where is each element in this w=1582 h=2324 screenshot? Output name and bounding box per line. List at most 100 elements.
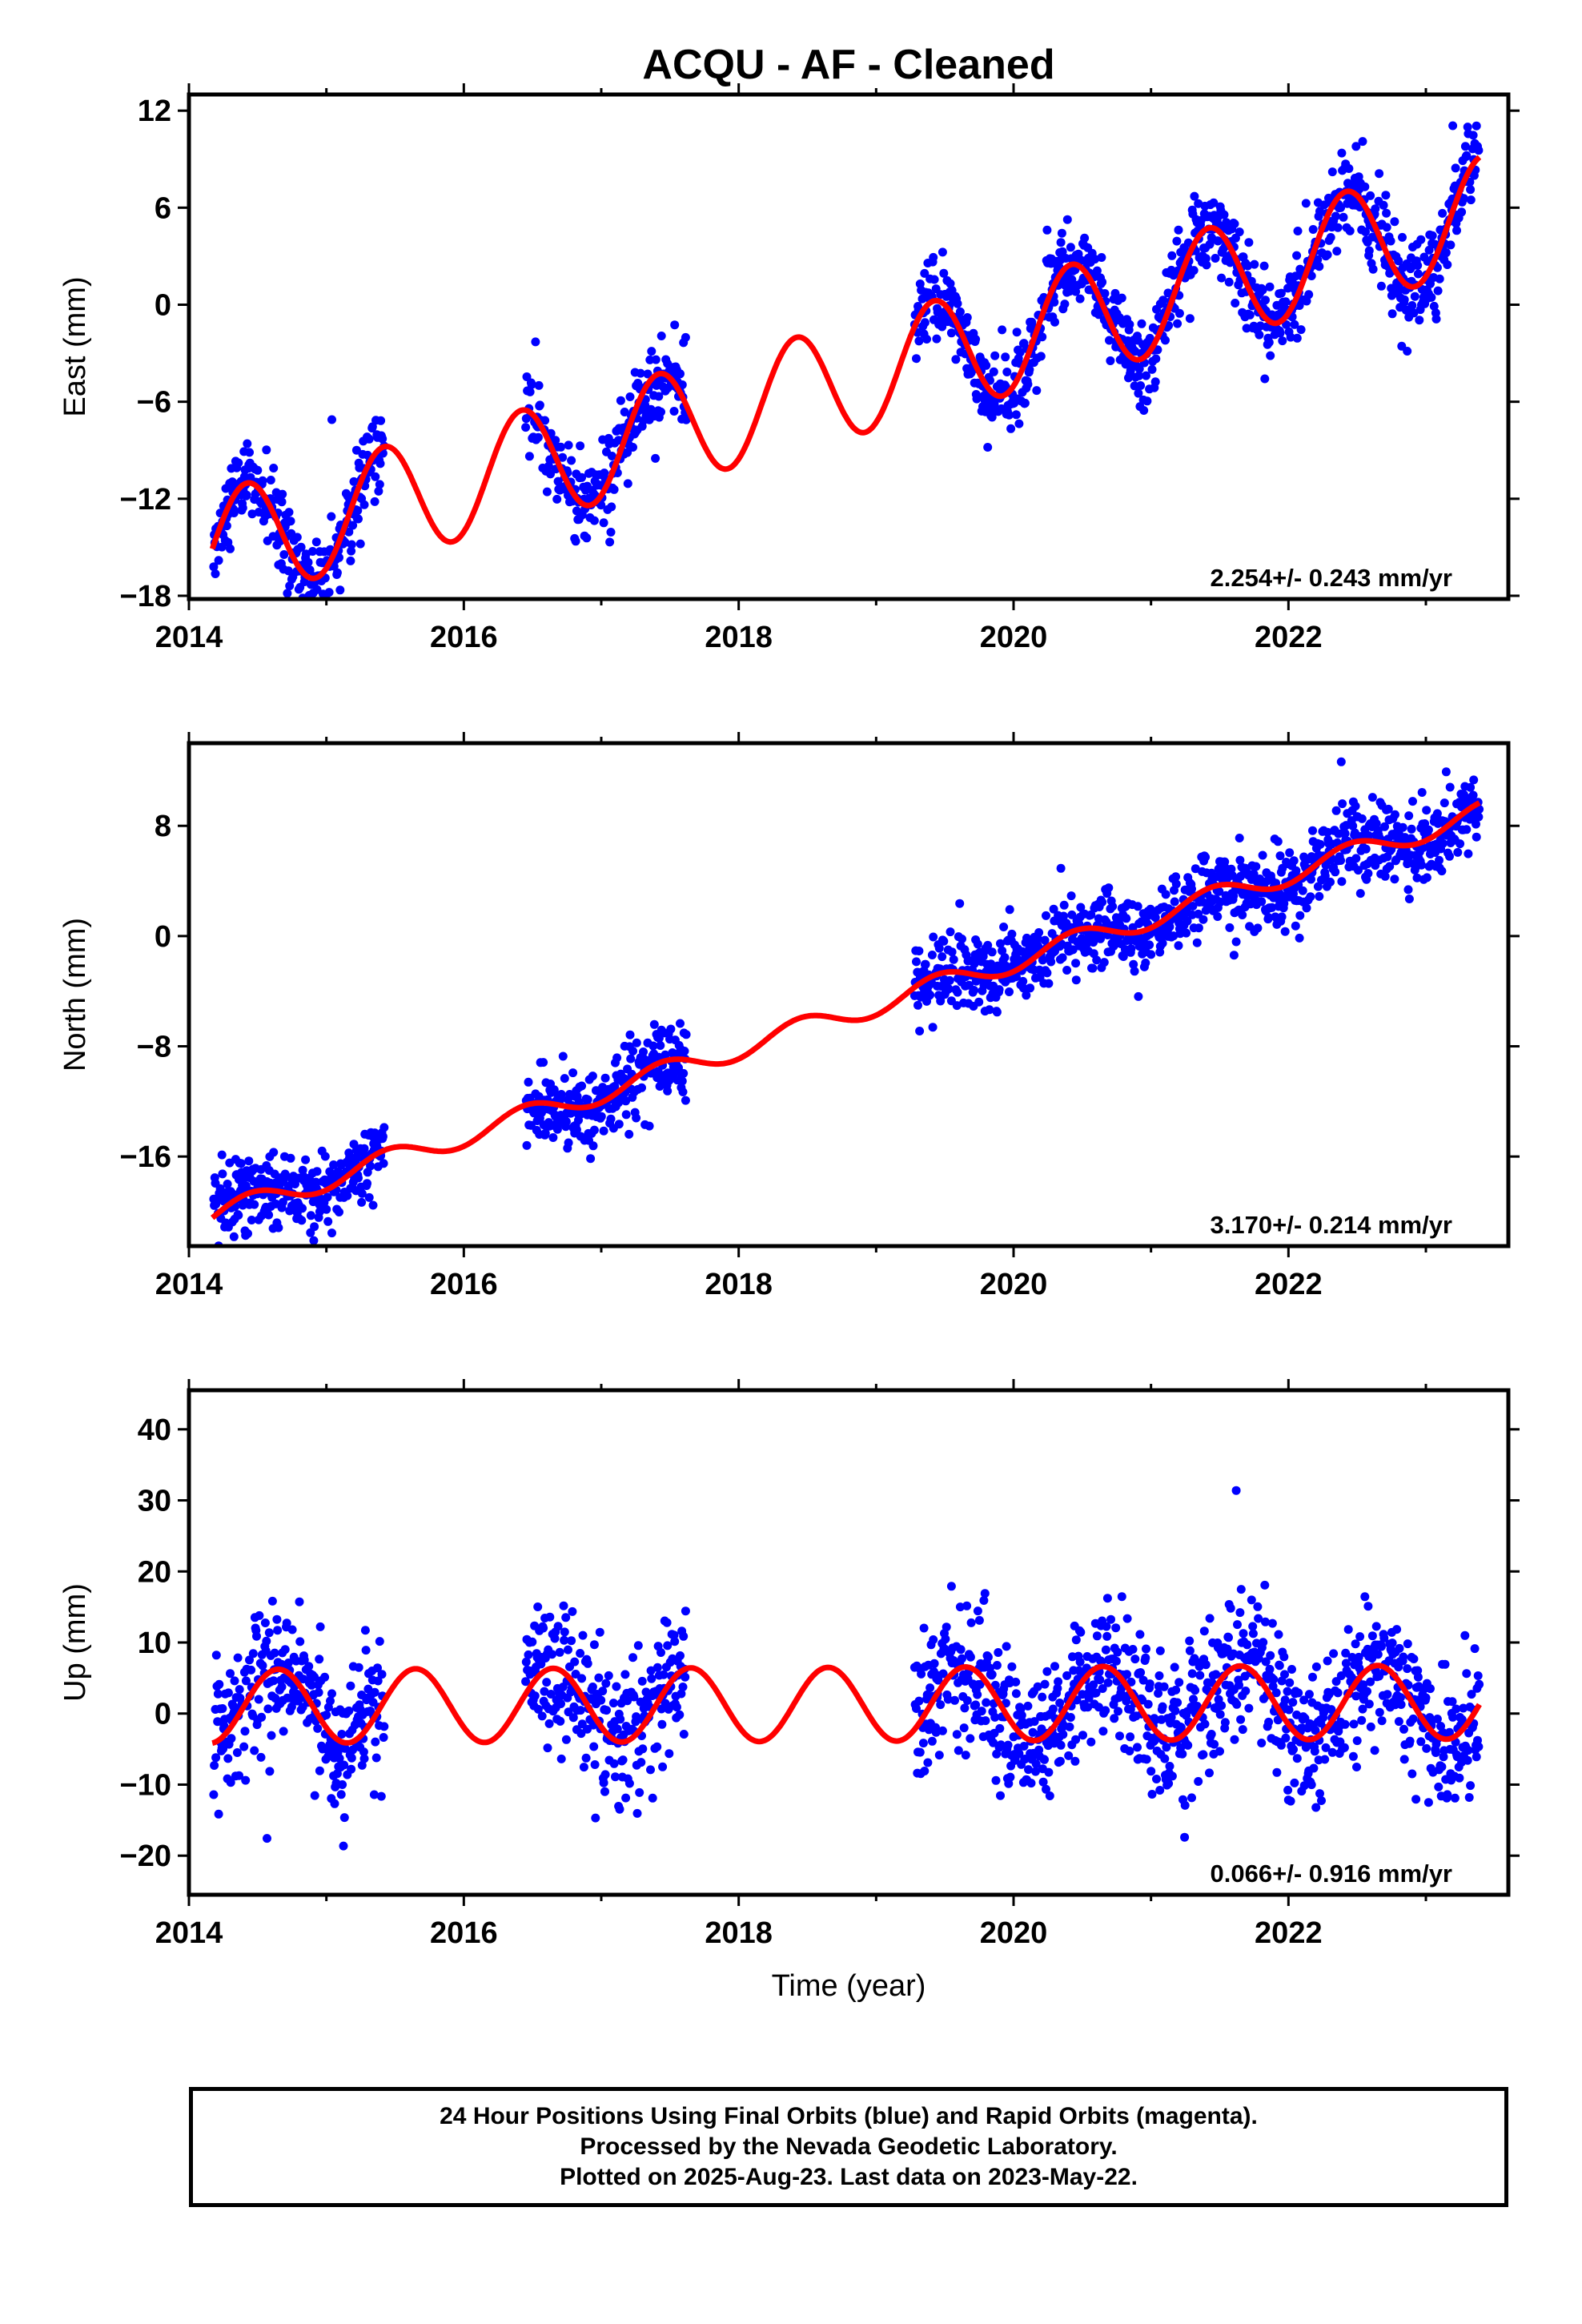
data-point [1129, 959, 1138, 969]
data-point [1057, 228, 1066, 238]
data-point [1293, 227, 1303, 235]
data-point [1135, 1630, 1145, 1639]
data-point [919, 1623, 929, 1633]
data-point [543, 1743, 552, 1753]
data-point [614, 1098, 624, 1108]
data-point [648, 1793, 657, 1803]
data-point [632, 1808, 642, 1818]
data-point [359, 1754, 369, 1763]
data-point [912, 957, 921, 967]
data-point [1291, 271, 1300, 281]
data-point [323, 1192, 332, 1202]
data-point [1230, 1735, 1239, 1744]
data-point [524, 1650, 533, 1659]
data-point [1032, 386, 1042, 396]
data-point [1049, 904, 1058, 914]
data-point [1357, 1715, 1367, 1725]
data-point [679, 1631, 689, 1641]
data-point [960, 1703, 970, 1713]
data-point [1472, 819, 1480, 829]
data-point [315, 1655, 324, 1664]
data-point [1360, 182, 1370, 191]
data-point [1375, 169, 1384, 179]
data-point [309, 1236, 319, 1245]
data-point [1188, 902, 1198, 911]
x-tick-label: 2016 [430, 1268, 498, 1301]
data-points [209, 757, 1484, 1246]
data-point [1445, 851, 1454, 861]
data-point [989, 1738, 998, 1747]
data-point [980, 1589, 990, 1598]
data-point [1158, 1702, 1167, 1711]
data-point [1092, 1631, 1102, 1641]
data-point [1201, 1660, 1211, 1670]
data-point [376, 416, 386, 425]
data-point [1317, 1796, 1326, 1805]
x-tick-label: 2018 [705, 621, 773, 654]
data-point [1018, 976, 1028, 986]
data-point [1351, 802, 1360, 811]
data-point [1275, 1661, 1284, 1671]
data-point [1273, 1715, 1283, 1725]
data-point [1445, 782, 1455, 792]
data-point [628, 1653, 637, 1663]
data-point [1390, 875, 1399, 884]
data-point [1017, 1711, 1026, 1720]
data-point [1404, 895, 1414, 903]
data-point [1199, 1626, 1209, 1636]
data-point [1301, 2012, 1310, 2020]
data-point [929, 1635, 938, 1644]
data-point [568, 1606, 577, 1616]
data-point [222, 521, 231, 531]
data-point [974, 997, 984, 1007]
data-point [262, 1636, 271, 1646]
data-point [1225, 923, 1235, 932]
data-point [284, 508, 294, 517]
data-point [961, 1751, 970, 1760]
data-point [1474, 146, 1484, 155]
data-point [303, 557, 313, 567]
data-point [1392, 1625, 1402, 1634]
data-point [1364, 831, 1374, 840]
data-point [1426, 1684, 1435, 1694]
data-point [1224, 1633, 1233, 1642]
data-point [1147, 364, 1157, 374]
data-point [1042, 1667, 1052, 1676]
data-point [524, 1077, 533, 1087]
data-point [327, 512, 336, 521]
data-point [1273, 837, 1283, 846]
data-point [1329, 1649, 1339, 1659]
data-point [1030, 1717, 1039, 1727]
data-point [1416, 1737, 1426, 1747]
data-point [1383, 804, 1393, 814]
data-point [1185, 1646, 1195, 1655]
data-point [946, 927, 955, 937]
data-point [558, 1051, 568, 1061]
data-point [1110, 288, 1120, 298]
data-point [1349, 1719, 1359, 1729]
data-point [912, 354, 921, 364]
data-point [1036, 352, 1046, 361]
data-point [326, 1696, 335, 1706]
data-point [616, 1715, 625, 1724]
data-point [1185, 1636, 1195, 1646]
data-point [1280, 1670, 1289, 1679]
data-point [323, 605, 332, 614]
data-point [938, 952, 947, 962]
data-point [1141, 1653, 1150, 1663]
data-point [1261, 1657, 1271, 1667]
data-point [599, 1126, 608, 1136]
data-point [1172, 236, 1182, 246]
data-point [1285, 1678, 1295, 1687]
data-point [644, 1121, 654, 1131]
data-point [1126, 1732, 1135, 1742]
data-point [1230, 219, 1239, 228]
data-point [1370, 1746, 1379, 1755]
data-point [1467, 1690, 1476, 1699]
data-point [1146, 950, 1156, 959]
data-point [1111, 1623, 1121, 1633]
data-point [242, 490, 251, 500]
data-point [676, 1019, 685, 1028]
data-point [931, 1727, 941, 1737]
data-point [646, 1666, 656, 1675]
